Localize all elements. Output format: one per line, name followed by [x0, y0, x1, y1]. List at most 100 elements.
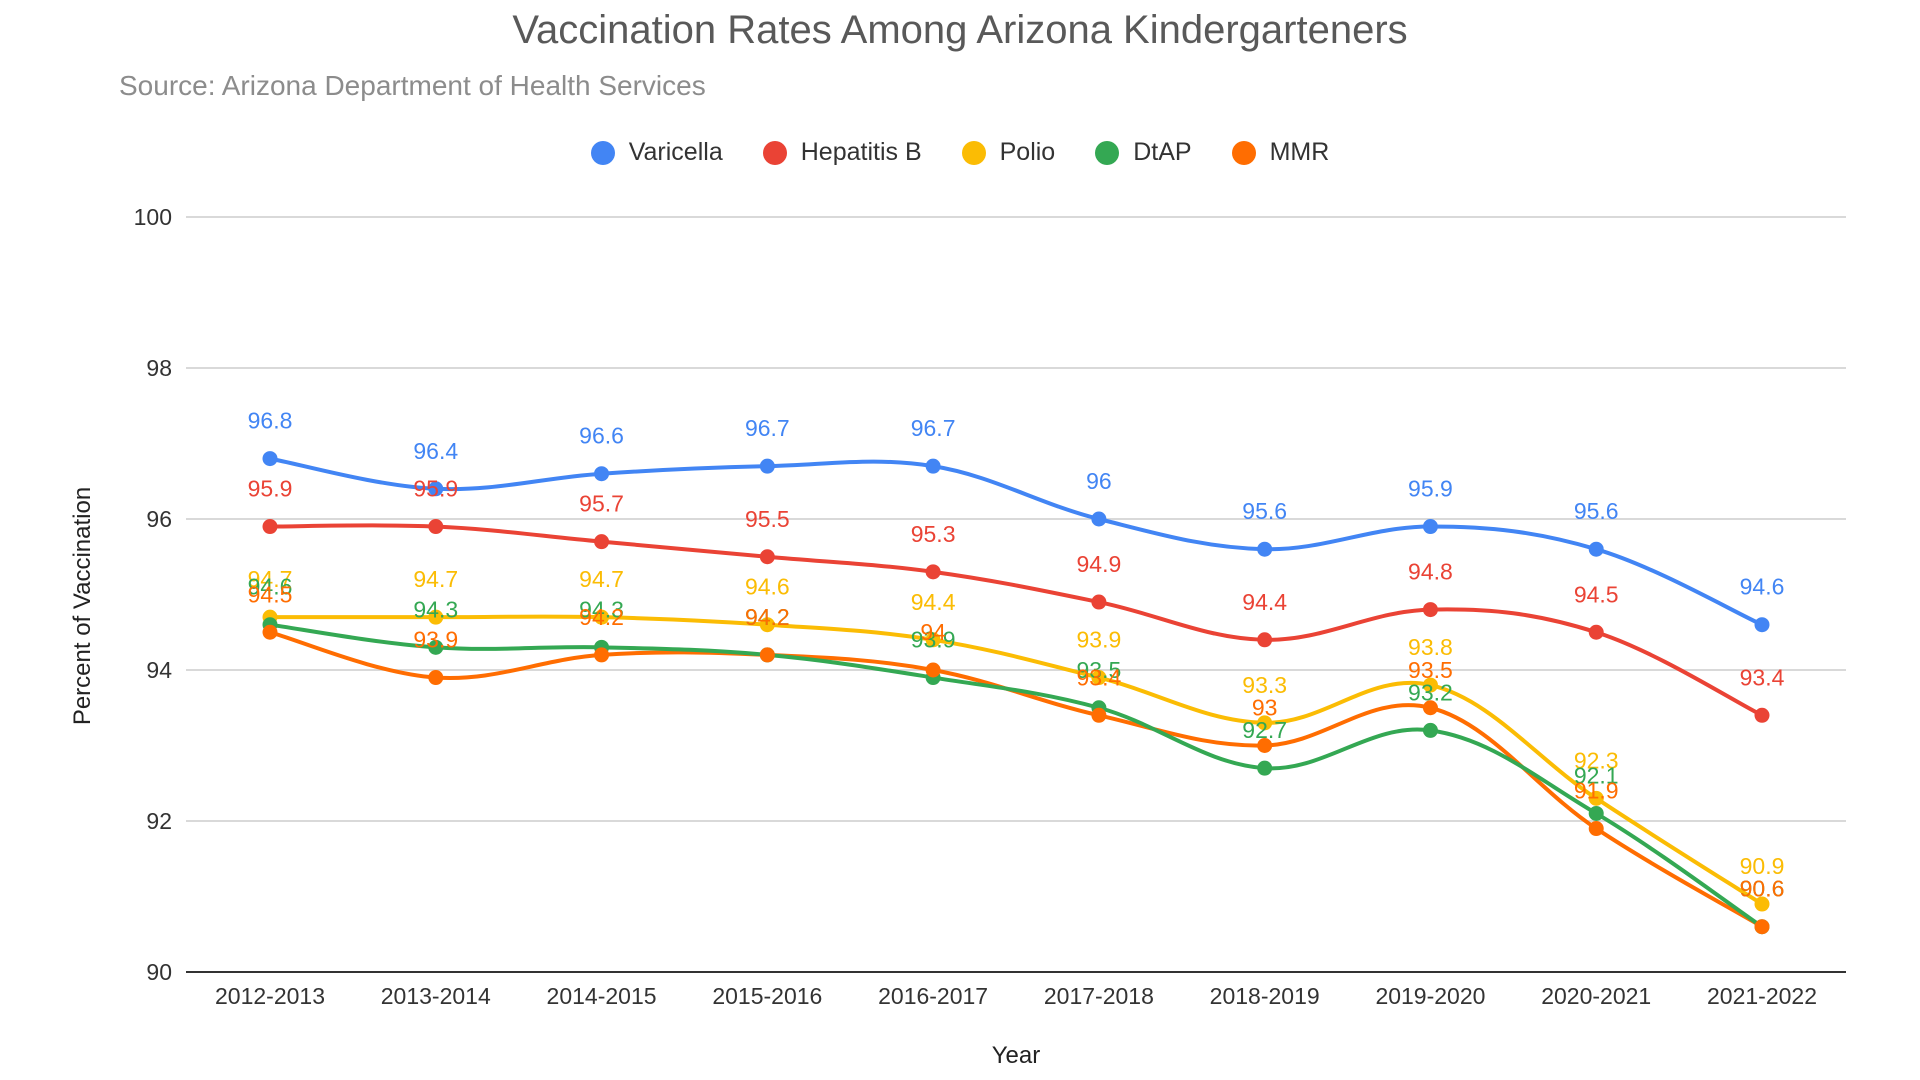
- data-label-polio: 93.8: [1408, 634, 1453, 660]
- legend-item: MMR: [1231, 138, 1330, 167]
- y-tick-label: 94: [146, 657, 172, 683]
- x-tick-label: 2014-2015: [547, 983, 657, 1009]
- data-label-mmr: 93: [1252, 695, 1278, 721]
- data-label-mmr: 94: [920, 619, 946, 645]
- y-tick-label: 96: [146, 506, 172, 532]
- legend-label: DtAP: [1133, 138, 1192, 166]
- data-point-varicella: [759, 458, 775, 474]
- data-label-varicella: 95.9: [1408, 476, 1453, 502]
- data-point-mmr: [1754, 919, 1770, 935]
- data-label-varicella: 96.6: [579, 423, 624, 449]
- data-label-hepatitis-b: 95.9: [248, 476, 293, 502]
- data-point-hepatitis-b: [1588, 624, 1604, 640]
- chart-subtitle: Source: Arizona Department of Health Ser…: [119, 70, 706, 101]
- data-point-hepatitis-b: [1091, 594, 1107, 610]
- data-point-dtap: [1257, 760, 1273, 776]
- data-label-dtap: 93.5: [1077, 657, 1122, 683]
- legend-label: Polio: [999, 138, 1056, 166]
- data-point-mmr: [1257, 738, 1273, 753]
- data-point-mmr: [925, 662, 941, 678]
- y-tick-label: 92: [146, 808, 172, 834]
- data-point-hepatitis-b: [925, 564, 941, 580]
- data-label-mmr: 93.4: [1077, 664, 1122, 690]
- legend-label: MMR: [1269, 138, 1330, 166]
- data-point-dtap: [1588, 805, 1604, 821]
- data-point-mmr: [428, 670, 444, 686]
- legend-item: Polio: [961, 138, 1056, 167]
- data-point-dtap: [1422, 722, 1438, 738]
- data-point-hepatitis-b: [428, 519, 444, 535]
- data-label-mmr: 94.2: [745, 604, 790, 630]
- chart-legend: Varicella Hepatitis B Polio DtAP MMR: [0, 138, 1920, 167]
- y-axis-title: Percent of Vaccination: [69, 487, 96, 725]
- data-label-dtap: 94.3: [413, 596, 458, 622]
- data-label-polio: 92.3: [1574, 747, 1619, 773]
- data-label-hepatitis-b: 94.8: [1408, 559, 1453, 585]
- data-label-polio: 94.6: [745, 574, 790, 600]
- y-tick-label: 98: [146, 355, 172, 381]
- x-tick-label: 2016-2017: [878, 983, 988, 1009]
- data-label-hepatitis-b: 93.4: [1740, 664, 1785, 690]
- data-label-mmr: 94.5: [248, 581, 293, 607]
- legend-marker: [961, 140, 986, 165]
- data-label-varicella: 96.7: [745, 415, 790, 441]
- data-label-varicella: 96.8: [248, 408, 293, 434]
- data-label-dtap: 94.3: [579, 596, 624, 622]
- data-label-hepatitis-b: 94.9: [1077, 551, 1122, 577]
- data-label-hepatitis-b: 94.4: [1242, 589, 1287, 615]
- data-point-varicella: [428, 481, 444, 497]
- data-point-varicella: [925, 458, 941, 474]
- data-point-hepatitis-b: [262, 519, 278, 535]
- x-tick-label: 2021-2022: [1707, 983, 1817, 1009]
- data-label-hepatitis-b: 95.7: [579, 491, 624, 517]
- x-tick-label: 2018-2019: [1210, 983, 1320, 1009]
- data-point-polio: [594, 609, 610, 625]
- legend-item: Hepatitis B: [762, 138, 922, 167]
- data-point-polio: [1754, 896, 1770, 912]
- data-point-hepatitis-b: [1754, 707, 1770, 723]
- series-line-polio: [270, 614, 1764, 906]
- data-point-mmr: [594, 647, 610, 663]
- data-point-mmr: [759, 647, 775, 663]
- data-point-varicella: [1091, 511, 1107, 527]
- data-label-varicella: 96.7: [911, 415, 956, 441]
- data-label-hepatitis-b: 94.5: [1574, 581, 1619, 607]
- data-point-polio: [428, 609, 444, 625]
- data-label-mmr: 91.9: [1574, 778, 1619, 804]
- data-point-hepatitis-b: [1422, 602, 1438, 618]
- series-line-varicella: [269, 456, 1763, 627]
- data-point-polio: [1257, 715, 1273, 731]
- data-point-varicella: [1257, 541, 1273, 557]
- data-point-mmr: [262, 624, 278, 640]
- y-tick-label: 90: [146, 959, 172, 985]
- data-label-dtap: 94.2: [745, 604, 790, 630]
- data-label-polio: 94.4: [911, 589, 956, 615]
- data-label-dtap: 93.9: [911, 627, 956, 653]
- data-label-mmr: 93.9: [413, 627, 458, 653]
- legend-item: DtAP: [1095, 138, 1192, 167]
- data-point-varicella: [1422, 519, 1438, 535]
- data-point-hepatitis-b: [1257, 632, 1273, 648]
- data-label-polio: 94.7: [413, 566, 458, 592]
- data-label-mmr: 90.6: [1740, 876, 1785, 902]
- y-tick-label: 100: [134, 204, 172, 230]
- data-label-polio: 94.7: [579, 566, 624, 592]
- data-label-varicella: 95.6: [1242, 498, 1287, 524]
- data-label-polio: 90.9: [1740, 853, 1785, 879]
- x-tick-label: 2012-2013: [215, 983, 325, 1009]
- data-label-varicella: 94.6: [1740, 574, 1785, 600]
- data-point-polio: [1091, 670, 1107, 686]
- data-label-dtap: 92.1: [1574, 762, 1619, 788]
- data-label-varicella: 95.6: [1574, 498, 1619, 524]
- data-label-hepatitis-b: 95.3: [911, 521, 956, 547]
- data-point-mmr: [1422, 700, 1438, 716]
- data-point-hepatitis-b: [594, 534, 610, 550]
- series-line-dtap: [269, 622, 1764, 929]
- legend-marker: [590, 140, 615, 165]
- series-line-mmr: [269, 630, 1764, 929]
- data-label-dtap: 94.6: [248, 574, 293, 600]
- chart-title: Vaccination Rates Among Arizona Kinderga…: [512, 8, 1408, 52]
- x-tick-label: 2019-2020: [1375, 983, 1485, 1009]
- legend-marker: [1095, 140, 1120, 165]
